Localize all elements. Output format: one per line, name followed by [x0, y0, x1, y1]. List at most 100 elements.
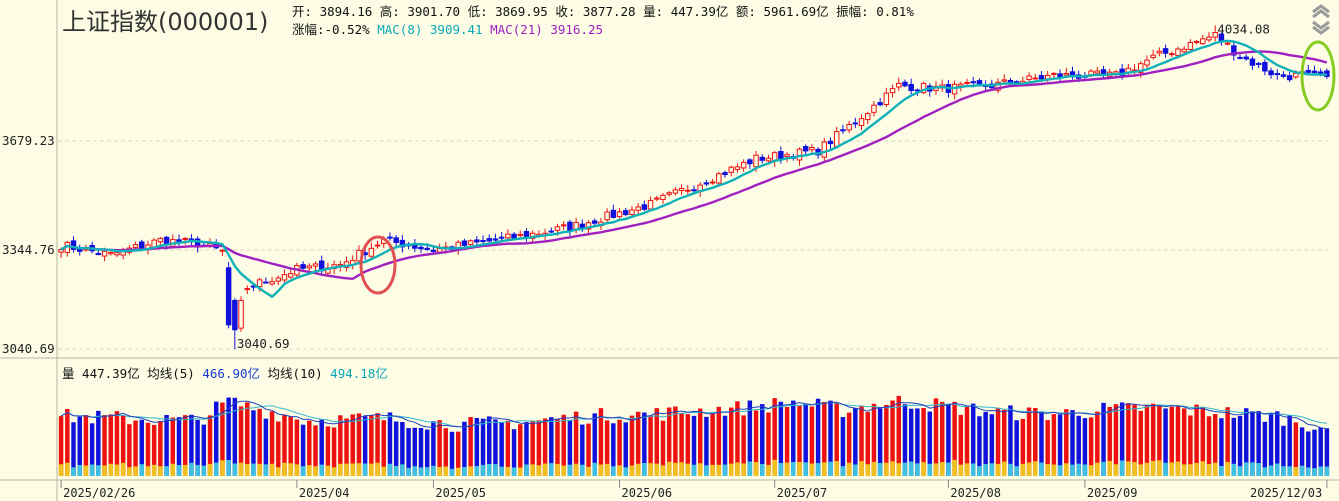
candle: [951, 80, 958, 100]
volume-bar: [263, 418, 269, 476]
volume-bar: [691, 415, 697, 476]
candle: [908, 78, 914, 95]
volume-bar: [58, 416, 64, 476]
volume-bar: [139, 419, 144, 476]
candle: [188, 234, 195, 245]
candle: [399, 235, 406, 253]
candle: [1237, 54, 1243, 60]
candle: [1051, 71, 1057, 79]
volume-bar: [642, 412, 647, 476]
candle: [734, 163, 741, 173]
candle: [430, 246, 437, 254]
volume-bar: [840, 417, 846, 476]
volume-bar: [1095, 411, 1100, 476]
candle: [840, 124, 846, 134]
volume-bar: [499, 422, 504, 476]
double-chevron-up-icon[interactable]: [1312, 4, 1330, 19]
double-chevron-down-icon[interactable]: [1312, 20, 1330, 35]
volume-bar: [350, 414, 355, 476]
candle: [318, 255, 325, 275]
volume-bar: [865, 412, 870, 476]
ma-readout: 涨幅:-0.52% MAC(8) 3909.41 MAC(21) 3916.25: [292, 19, 603, 38]
candle: [176, 234, 182, 248]
volume-bar: [927, 411, 933, 476]
volume-bar: [1169, 406, 1175, 476]
candle: [641, 200, 648, 212]
candle: [374, 240, 381, 249]
candle: [964, 78, 970, 85]
volume-bar: [294, 419, 300, 476]
volume-bar: [511, 429, 517, 476]
volume-bar: [1250, 411, 1255, 476]
volume-bar: [393, 421, 399, 476]
ma21-label: MAC(21): [490, 22, 543, 37]
volume-bar: [1144, 405, 1150, 476]
volume-bar: [902, 404, 908, 476]
candle: [244, 285, 250, 295]
volume-bar: [331, 427, 337, 476]
volume-bar: [766, 412, 771, 476]
volume-bar: [995, 407, 1001, 476]
volume-bar: [319, 419, 324, 476]
volume-bar: [846, 412, 852, 476]
volume-bar: [381, 420, 386, 476]
volume-bar: [1312, 429, 1317, 476]
volume-bar: [660, 420, 666, 476]
volume-bar: [1138, 410, 1143, 476]
volume-value: 447.39亿: [670, 4, 729, 19]
change-label: 涨幅:: [292, 22, 325, 37]
volume-bar: [530, 420, 535, 476]
volume-bar: [213, 401, 219, 476]
high-label: 高:: [379, 4, 400, 19]
volume-bar: [65, 408, 70, 476]
volume-bar: [83, 415, 89, 476]
x-axis: 2025/02/26 2025/04 2025/05 2025/06 2025/07 20…: [60, 480, 1328, 500]
candle: [827, 137, 834, 149]
candle: [1181, 45, 1187, 55]
ohlc-readout: 开: 3894.16 高: 3901.70 低: 3869.95 收: 3877…: [292, 1, 914, 20]
volume-bar: [1020, 418, 1026, 476]
vol-label: 量: [62, 366, 75, 381]
candle: [269, 276, 275, 286]
volume-bar: [133, 420, 138, 476]
volume-bar: [1076, 415, 1081, 476]
open-label: 开:: [292, 4, 313, 19]
volume-bar: [946, 403, 951, 476]
volume-bar: [1002, 409, 1007, 476]
volume-bar: [120, 415, 126, 476]
vol-ma10-line: [60, 401, 1327, 428]
candle: [939, 79, 945, 92]
candle: [666, 190, 672, 197]
volume-bar: [623, 422, 628, 476]
volume-bar: [307, 420, 312, 476]
volume-bar: [1225, 407, 1230, 476]
ma21-line: [60, 50, 1328, 281]
candle: [1032, 73, 1039, 80]
volume-legend: 量 447.39亿 均线(5) 466.90亿 均线(10) 494.18亿: [62, 363, 388, 382]
candle: [1255, 61, 1262, 69]
volume-bar: [1181, 408, 1187, 476]
candle: [722, 170, 728, 178]
candle: [275, 275, 282, 286]
volume-bar: [176, 417, 182, 476]
volume-bar: [679, 412, 684, 476]
candle: [1200, 34, 1206, 45]
volume-bar: [1126, 403, 1131, 476]
candle: [1262, 59, 1268, 76]
vol-ma5-value: 466.90亿: [202, 366, 260, 381]
volume-bar: [753, 410, 759, 476]
low-value: 3869.95: [495, 4, 548, 19]
x-tick-label: 2025/12/03: [1250, 486, 1322, 500]
volume-bar: [325, 426, 331, 476]
volume-bar: [462, 421, 467, 476]
volume-bar: [573, 411, 579, 476]
scroll-nav[interactable]: [1303, 0, 1339, 38]
volume-bar: [710, 413, 715, 476]
volume-bar: [369, 414, 374, 476]
volume-bar: [170, 417, 176, 476]
volume-bar: [828, 400, 833, 476]
volume-bar: [1268, 413, 1274, 476]
volume-bar: [822, 401, 827, 476]
volume-bar: [1057, 414, 1063, 476]
